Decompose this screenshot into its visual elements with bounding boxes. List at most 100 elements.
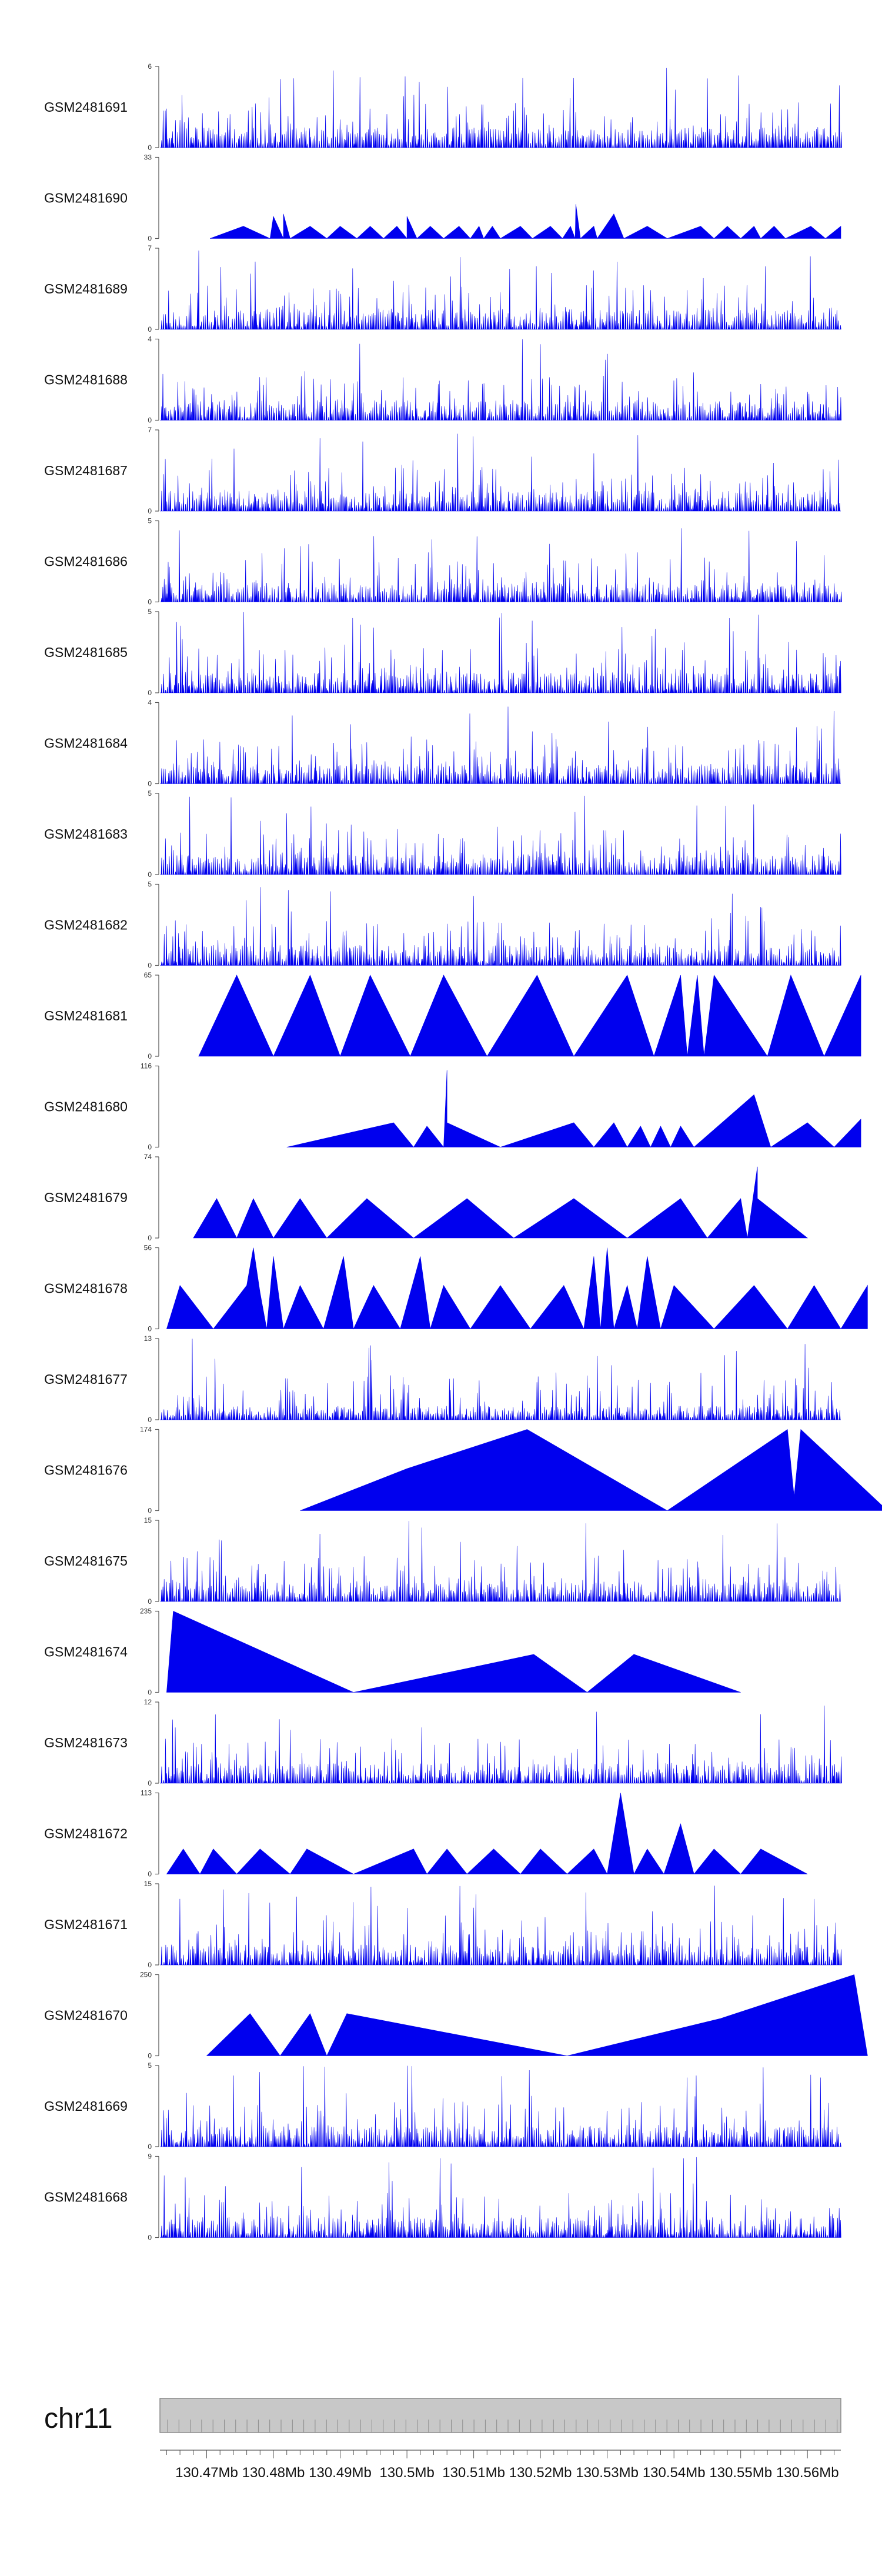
data-tracks: GSM248169160GSM2481690330GSM248168970GSM… xyxy=(44,62,882,2242)
y-axis-min-label: 0 xyxy=(148,2234,152,2242)
track-GSM2481674: GSM2481674 235 0 xyxy=(44,1607,741,1697)
signal-area-GSM2481672 xyxy=(166,1793,808,1875)
x-tick-label: 130.49Mb xyxy=(309,2465,372,2481)
track-label: GSM2481668 xyxy=(44,2190,128,2205)
y-axis-max-label: 4 xyxy=(148,699,152,707)
y-axis-max-label: 65 xyxy=(144,971,152,979)
y-axis-min-label: 0 xyxy=(148,416,152,425)
signal-area-GSM2481673 xyxy=(160,1706,842,1784)
signal-area-GSM2481682 xyxy=(160,887,841,966)
track-GSM2481668: GSM2481668 9 0 xyxy=(44,2153,841,2242)
y-axis-max-label: 56 xyxy=(144,1244,152,1252)
track-GSM2481677: GSM2481677 13 0 xyxy=(44,1334,841,1424)
x-tick-label: 130.55Mb xyxy=(709,2465,772,2481)
y-axis-max-label: 9 xyxy=(148,2153,152,2161)
y-axis-max-label: 74 xyxy=(144,1153,152,1161)
track-label: GSM2481677 xyxy=(44,1372,128,1387)
track-GSM2481684: GSM2481684 4 0 xyxy=(44,699,841,788)
y-axis-max-label: 174 xyxy=(140,1426,152,1434)
signal-area-GSM2481685 xyxy=(160,612,841,693)
track-label: GSM2481669 xyxy=(44,2098,128,2114)
track-label: GSM2481685 xyxy=(44,645,128,660)
y-axis-min-label: 0 xyxy=(148,1234,152,1242)
signal-area-GSM2481690 xyxy=(209,203,841,239)
track-label: GSM2481672 xyxy=(44,1826,128,1841)
y-axis-max-label: 116 xyxy=(141,1062,152,1070)
track-GSM2481687: GSM2481687 7 0 xyxy=(44,426,841,515)
y-axis-min-label: 0 xyxy=(148,1325,152,1333)
y-axis-min-label: 0 xyxy=(148,235,152,243)
track-label: GSM2481688 xyxy=(44,372,128,388)
track-label: GSM2481674 xyxy=(44,1644,128,1660)
y-axis-min-label: 0 xyxy=(148,2143,152,2151)
track-label: GSM2481675 xyxy=(44,1553,128,1569)
track-GSM2481671: GSM2481671 15 0 xyxy=(44,1880,842,1969)
y-axis-max-label: 15 xyxy=(144,1516,152,1524)
track-label: GSM2481673 xyxy=(44,1735,128,1750)
x-tick-label: 130.56Mb xyxy=(776,2465,839,2481)
track-GSM2481669: GSM2481669 5 0 xyxy=(44,2061,841,2151)
x-tick-label: 130.52Mb xyxy=(509,2465,572,2481)
y-axis-min-label: 0 xyxy=(148,962,152,970)
y-axis-min-label: 0 xyxy=(148,2052,152,2060)
track-GSM2481679: GSM2481679 74 0 xyxy=(44,1153,808,1242)
track-GSM2481682: GSM2481682 5 0 xyxy=(44,880,841,970)
y-axis-max-label: 235 xyxy=(140,1607,152,1616)
track-GSM2481670: GSM2481670 250 0 xyxy=(44,1971,868,2060)
y-axis-max-label: 12 xyxy=(144,1698,152,1706)
y-axis-min-label: 0 xyxy=(148,1870,152,1878)
y-axis-min-label: 0 xyxy=(148,1689,152,1697)
signal-area-GSM2481669 xyxy=(160,2066,841,2147)
y-axis-min-label: 0 xyxy=(148,1416,152,1424)
track-label: GSM2481691 xyxy=(44,99,128,115)
track-label: GSM2481676 xyxy=(44,1463,128,1478)
track-label: GSM2481690 xyxy=(44,191,128,206)
y-axis-min-label: 0 xyxy=(148,1143,152,1152)
y-axis-min-label: 0 xyxy=(148,1779,152,1787)
track-GSM2481680: GSM2481680 116 0 xyxy=(44,1062,861,1152)
x-tick-label: 130.47Mb xyxy=(175,2465,238,2481)
track-GSM2481672: GSM2481672 113 0 xyxy=(44,1789,808,1878)
track-GSM2481686: GSM2481686 5 0 xyxy=(44,517,842,606)
track-label: GSM2481678 xyxy=(44,1281,128,1296)
track-GSM2481689: GSM2481689 7 0 xyxy=(44,244,841,333)
y-axis-min-label: 0 xyxy=(148,598,152,606)
y-axis-min-label: 0 xyxy=(148,1597,152,1606)
chromosome-band xyxy=(159,2398,841,2433)
signal-area-GSM2481678 xyxy=(166,1247,868,1330)
signal-area-GSM2481689 xyxy=(160,250,841,330)
signal-area-GSM2481686 xyxy=(160,528,842,602)
track-GSM2481675: GSM2481675 15 0 xyxy=(44,1516,841,1606)
signal-area-GSM2481676 xyxy=(300,1429,882,1511)
track-label: GSM2481670 xyxy=(44,2008,128,2023)
y-axis-max-label: 6 xyxy=(148,62,152,71)
signal-area-GSM2481681 xyxy=(198,975,861,1057)
track-label: GSM2481686 xyxy=(44,554,128,569)
y-axis-max-label: 5 xyxy=(148,517,152,525)
y-axis-max-label: 5 xyxy=(148,880,152,889)
y-axis-min-label: 0 xyxy=(148,780,152,788)
signal-area-GSM2481668 xyxy=(160,2157,841,2238)
y-axis-max-label: 250 xyxy=(140,1971,152,1979)
signal-area-GSM2481679 xyxy=(193,1166,808,1239)
x-tick-label: 130.48Mb xyxy=(242,2465,305,2481)
y-axis-min-label: 0 xyxy=(148,1052,152,1060)
track-GSM2481681: GSM2481681 65 0 xyxy=(44,971,861,1060)
signal-area-GSM2481680 xyxy=(286,1070,861,1148)
y-axis-min-label: 0 xyxy=(148,507,152,515)
y-axis-max-label: 5 xyxy=(148,2061,152,2070)
signal-area-GSM2481674 xyxy=(166,1611,741,1693)
x-tick-label: 130.54Mb xyxy=(643,2465,706,2481)
track-label: GSM2481680 xyxy=(44,1099,128,1115)
y-axis-min-label: 0 xyxy=(148,144,152,152)
signal-area-GSM2481688 xyxy=(160,339,842,421)
signal-area-GSM2481677 xyxy=(160,1339,841,1420)
track-GSM2481685: GSM2481685 5 0 xyxy=(44,608,841,697)
genomic-axis: 130.47Mb 130.48Mb 130.49Mb 130.5Mb 130.51Mb 1… xyxy=(160,2450,841,2481)
signal-area-GSM2481687 xyxy=(160,433,841,512)
track-GSM2481676: GSM2481676 174 0 xyxy=(44,1426,882,1515)
y-axis-min-label: 0 xyxy=(148,689,152,697)
track-label: GSM2481682 xyxy=(44,917,128,933)
signal-area-GSM2481671 xyxy=(160,1886,842,1966)
x-tick-label: 130.51Mb xyxy=(442,2465,505,2481)
